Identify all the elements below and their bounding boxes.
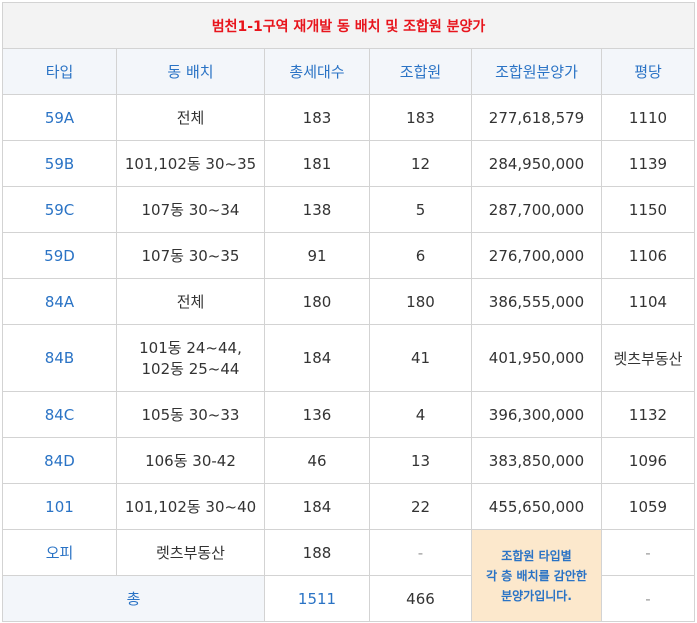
dong-cell: 105동 30~33 bbox=[116, 391, 265, 438]
total-units-sum: 1511 bbox=[264, 575, 370, 622]
table-row: 59B 101,102동 30~35 181 12 284,950,000 11… bbox=[2, 140, 695, 187]
dong-line: 102동 25~44 bbox=[141, 360, 240, 378]
table-row: 84B 101동 24~44, 102동 25~44 184 41 401,95… bbox=[2, 324, 695, 392]
total-cell: 184 bbox=[264, 483, 370, 530]
total-cell: 136 bbox=[264, 391, 370, 438]
price-cell: 386,555,000 bbox=[471, 278, 602, 325]
dong-cell: 106동 30-42 bbox=[116, 437, 265, 484]
per-pyeong-cell: 렛츠부동산 bbox=[601, 324, 695, 392]
table-row: 101 101,102동 30~40 184 22 455,650,000 10… bbox=[2, 483, 695, 530]
header-members: 조합원 bbox=[369, 48, 472, 95]
members-cell: 183 bbox=[369, 94, 472, 141]
price-cell: 401,950,000 bbox=[471, 324, 602, 392]
total-cell: 91 bbox=[264, 232, 370, 279]
members-cell: 12 bbox=[369, 140, 472, 187]
price-note: 조합원 타입별 각 층 배치를 감안한 분양가입니다. bbox=[471, 529, 602, 622]
dong-cell: 101,102동 30~35 bbox=[116, 140, 265, 187]
per-pyeong-cell: 1110 bbox=[601, 94, 695, 141]
per-pyeong-cell: 1132 bbox=[601, 391, 695, 438]
dong-cell: 101,102동 30~40 bbox=[116, 483, 265, 530]
total-label: 총 bbox=[2, 575, 265, 622]
total-cell: 188 bbox=[264, 529, 370, 576]
table-row-total: 총 1511 466 - bbox=[2, 575, 695, 622]
table-row: 84C 105동 30~33 136 4 396,300,000 1132 bbox=[2, 391, 695, 438]
header-dong: 동 배치 bbox=[116, 48, 265, 95]
price-cell: 396,300,000 bbox=[471, 391, 602, 438]
header-member-price: 조합원분양가 bbox=[471, 48, 602, 95]
dong-cell: 렛츠부동산 bbox=[116, 529, 265, 576]
dong-cell: 107동 30~35 bbox=[116, 232, 265, 279]
per-pyeong-cell: - bbox=[601, 529, 695, 576]
type-cell: 84B bbox=[2, 324, 117, 392]
per-pyeong-cell: 1150 bbox=[601, 186, 695, 233]
header-total-units: 총세대수 bbox=[264, 48, 370, 95]
table-row: 84A 전체 180 180 386,555,000 1104 bbox=[2, 278, 695, 325]
type-cell: 84D bbox=[2, 437, 117, 484]
type-cell: 59B bbox=[2, 140, 117, 187]
members-sum: 466 bbox=[369, 575, 472, 622]
per-pyeong-cell: 1106 bbox=[601, 232, 695, 279]
members-cell: 5 bbox=[369, 186, 472, 233]
price-cell: 455,650,000 bbox=[471, 483, 602, 530]
table-row: 84D 106동 30-42 46 13 383,850,000 1096 bbox=[2, 437, 695, 484]
members-cell: - bbox=[369, 529, 472, 576]
members-cell: 180 bbox=[369, 278, 472, 325]
type-cell: 101 bbox=[2, 483, 117, 530]
total-cell: 183 bbox=[264, 94, 370, 141]
note-line: 각 층 배치를 감안한 bbox=[486, 568, 587, 583]
table-row-officetel: 오피 렛츠부동산 188 - 조합원 타입별 각 층 배치를 감안한 분양가입니… bbox=[2, 529, 695, 622]
note-line: 분양가입니다. bbox=[501, 588, 572, 603]
table-row: 59D 107동 30~35 91 6 276,700,000 1106 bbox=[2, 232, 695, 279]
dong-cell: 전체 bbox=[116, 278, 265, 325]
type-cell: 오피 bbox=[2, 529, 117, 576]
type-cell: 59D bbox=[2, 232, 117, 279]
members-cell: 41 bbox=[369, 324, 472, 392]
dong-line: 101동 24~44, bbox=[139, 339, 242, 357]
header-per-pyeong: 평당 bbox=[601, 48, 695, 95]
total-cell: 46 bbox=[264, 437, 370, 484]
per-pyeong-cell: 1059 bbox=[601, 483, 695, 530]
total-cell: 184 bbox=[264, 324, 370, 392]
price-cell: 284,950,000 bbox=[471, 140, 602, 187]
price-cell: 287,700,000 bbox=[471, 186, 602, 233]
note-line: 조합원 타입별 bbox=[501, 548, 572, 563]
members-cell: 4 bbox=[369, 391, 472, 438]
header-row: 타입 동 배치 총세대수 조합원 조합원분양가 평당 bbox=[2, 48, 695, 95]
table-title: 범천1-1구역 재개발 동 배치 및 조합원 분양가 bbox=[2, 2, 695, 49]
price-cell: 276,700,000 bbox=[471, 232, 602, 279]
per-pyeong-cell: 1104 bbox=[601, 278, 695, 325]
dong-cell: 101동 24~44, 102동 25~44 bbox=[116, 324, 265, 392]
members-cell: 13 bbox=[369, 437, 472, 484]
members-cell: 6 bbox=[369, 232, 472, 279]
table-row: 59A 전체 183 183 277,618,579 1110 bbox=[2, 94, 695, 141]
price-cell: 277,618,579 bbox=[471, 94, 602, 141]
header-type: 타입 bbox=[2, 48, 117, 95]
type-cell: 84C bbox=[2, 391, 117, 438]
type-cell: 59A bbox=[2, 94, 117, 141]
per-pyeong-cell: - bbox=[601, 575, 695, 622]
per-pyeong-cell: 1096 bbox=[601, 437, 695, 484]
price-cell: 383,850,000 bbox=[471, 437, 602, 484]
members-cell: 22 bbox=[369, 483, 472, 530]
total-cell: 180 bbox=[264, 278, 370, 325]
type-cell: 84A bbox=[2, 278, 117, 325]
type-cell: 59C bbox=[2, 186, 117, 233]
total-cell: 138 bbox=[264, 186, 370, 233]
total-cell: 181 bbox=[264, 140, 370, 187]
dong-cell: 107동 30~34 bbox=[116, 186, 265, 233]
per-pyeong-cell: 1139 bbox=[601, 140, 695, 187]
table-row: 59C 107동 30~34 138 5 287,700,000 1150 bbox=[2, 186, 695, 233]
dong-cell: 전체 bbox=[116, 94, 265, 141]
